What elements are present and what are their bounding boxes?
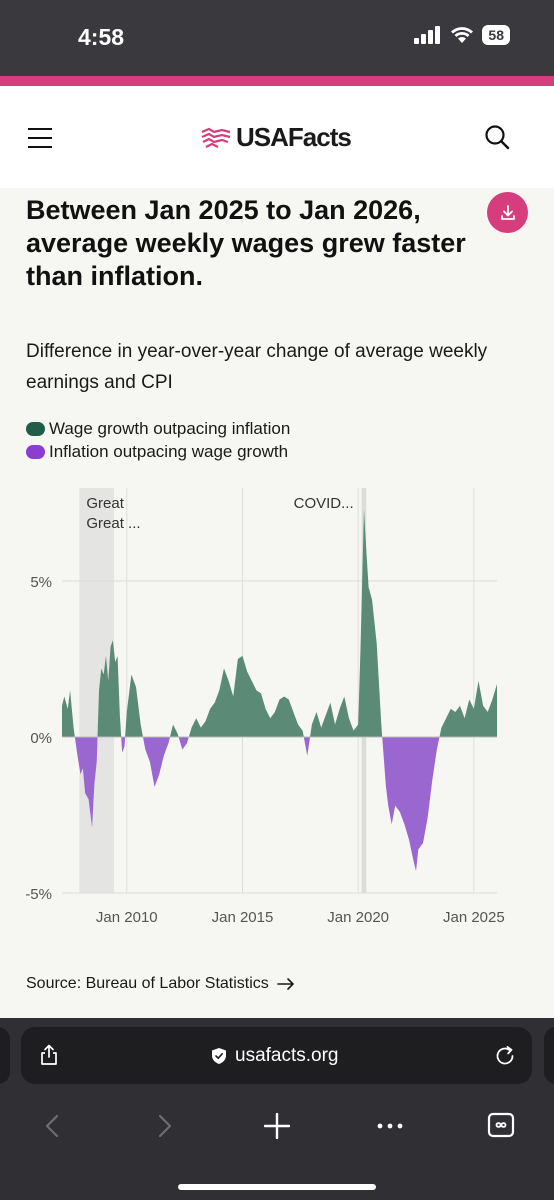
y-tick-label-1: 0% — [30, 730, 52, 747]
legend-swatch-inflation — [26, 444, 45, 459]
back-icon[interactable] — [44, 1114, 60, 1138]
site-header: USAFacts — [0, 86, 554, 188]
wage-vs-cpi-chart: 5% 0% -5% Jan 2010 Jan 2015 Jan 2020 Jan 2025 G… — [25, 488, 505, 926]
area-inflation-outpacing — [62, 737, 497, 872]
browser-chrome: usafacts.org — [0, 1018, 554, 1200]
more-icon[interactable] — [377, 1122, 403, 1130]
home-indicator — [178, 1184, 376, 1190]
shield-icon — [212, 1048, 226, 1064]
legend-swatch-wage — [26, 421, 45, 436]
x-tick-label-3: Jan 2025 — [443, 909, 505, 926]
annotation-label-1-0: COVID... — [294, 495, 354, 512]
x-tick-label-2: Jan 2020 — [327, 909, 389, 926]
arrow-right-icon — [276, 978, 294, 990]
battery-indicator: 58 — [482, 25, 510, 45]
y-tick-label-2: -5% — [25, 886, 52, 903]
legend-label-wage: Wage growth outpacing inflation — [49, 418, 291, 438]
chart-legend: Wage growth outpacing inflation Inflatio… — [26, 417, 290, 463]
y-tick-label-0: 5% — [30, 574, 52, 591]
address-bar[interactable]: usafacts.org — [21, 1027, 532, 1084]
search-icon[interactable] — [484, 124, 510, 150]
download-icon — [500, 204, 515, 220]
reload-icon[interactable] — [494, 1045, 516, 1067]
wifi-icon — [451, 27, 474, 43]
download-button[interactable] — [487, 192, 528, 233]
x-tick-label-1: Jan 2015 — [212, 909, 274, 926]
status-time: 4:58 — [78, 24, 125, 50]
logo-text: USAFacts — [236, 122, 352, 152]
chart-headline: Between Jan 2025 to Jan 2026, average we… — [26, 195, 466, 291]
site-logo[interactable]: USAFacts — [200, 122, 352, 153]
menu-icon[interactable] — [28, 128, 52, 148]
previous-tab-preview[interactable] — [0, 1027, 10, 1084]
status-bar: 4:58 58 — [0, 0, 554, 76]
annotation-label-0-0: Great — [86, 495, 124, 512]
legend-item-wage: Wage growth outpacing inflation — [26, 417, 290, 440]
new-tab-icon[interactable] — [264, 1113, 290, 1139]
share-icon[interactable] — [39, 1044, 59, 1066]
source-link[interactable]: Source: Bureau of Labor Statistics — [26, 975, 295, 993]
legend-label-inflation: Inflation outpacing wage growth — [49, 441, 289, 461]
usafacts-flag-icon — [201, 127, 231, 148]
legend-item-inflation: Inflation outpacing wage growth — [26, 440, 290, 463]
url-text: usafacts.org — [235, 1045, 339, 1066]
forward-icon[interactable] — [157, 1114, 173, 1138]
chart-subtitle: Difference in year-over-year change of a… — [26, 341, 488, 393]
cellular-signal-icon — [414, 26, 441, 44]
status-icons: 58 — [414, 25, 510, 45]
source-label: Source: Bureau of Labor Statistics — [26, 975, 269, 992]
tabs-icon[interactable] — [487, 1112, 515, 1138]
next-tab-preview[interactable] — [544, 1027, 554, 1084]
x-tick-label-0: Jan 2010 — [96, 909, 158, 926]
area-wage-outpacing — [62, 509, 497, 737]
accent-strip — [0, 76, 554, 86]
annotation-label-0-1: Great ... — [86, 515, 140, 532]
